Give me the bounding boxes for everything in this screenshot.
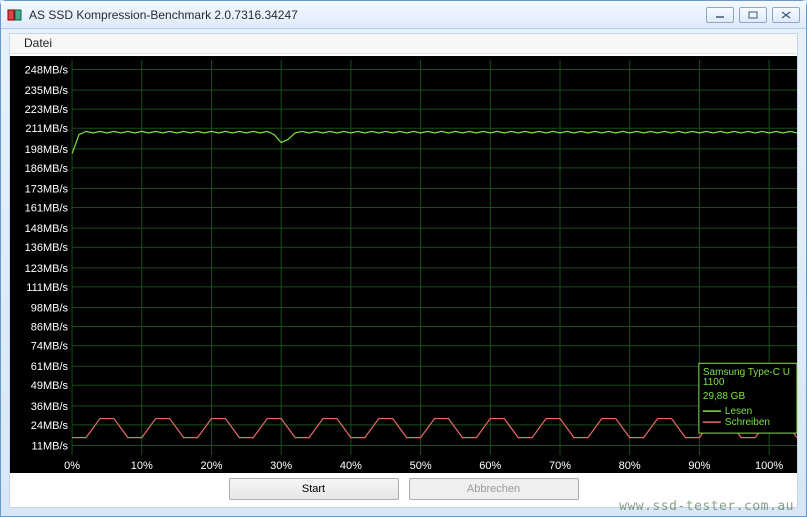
svg-text:90%: 90% bbox=[688, 460, 710, 472]
client-area: Datei 248MB/s 235MB/s 223MB/s 211MB/s 198MB/… bbox=[9, 33, 798, 508]
svg-text:1100: 1100 bbox=[703, 377, 725, 388]
svg-text:24MB/s: 24MB/s bbox=[31, 420, 69, 432]
svg-text:248MB/s: 248MB/s bbox=[25, 65, 69, 77]
svg-text:161MB/s: 161MB/s bbox=[25, 203, 69, 215]
svg-text:98MB/s: 98MB/s bbox=[31, 303, 69, 315]
svg-text:211MB/s: 211MB/s bbox=[25, 123, 68, 135]
close-button[interactable] bbox=[772, 7, 800, 23]
svg-text:11MB/s: 11MB/s bbox=[32, 441, 69, 453]
svg-text:198MB/s: 198MB/s bbox=[25, 144, 69, 156]
svg-text:86MB/s: 86MB/s bbox=[31, 322, 69, 334]
svg-text:148MB/s: 148MB/s bbox=[25, 223, 69, 235]
svg-text:10%: 10% bbox=[131, 460, 153, 472]
button-row: Start Abbrechen bbox=[10, 475, 797, 503]
svg-text:100%: 100% bbox=[755, 460, 783, 472]
menubar: Datei bbox=[10, 34, 797, 54]
svg-text:Schreiben: Schreiben bbox=[725, 417, 770, 428]
svg-text:49MB/s: 49MB/s bbox=[31, 380, 69, 392]
svg-text:20%: 20% bbox=[200, 460, 222, 472]
svg-text:235MB/s: 235MB/s bbox=[25, 85, 69, 97]
svg-text:50%: 50% bbox=[410, 460, 432, 472]
svg-text:111MB/s: 111MB/s bbox=[26, 282, 68, 294]
svg-text:136MB/s: 136MB/s bbox=[25, 242, 69, 254]
app-icon bbox=[7, 7, 23, 23]
window-title: AS SSD Kompression-Benchmark 2.0.7316.34… bbox=[29, 8, 706, 22]
minimize-button[interactable] bbox=[706, 7, 734, 23]
svg-text:74MB/s: 74MB/s bbox=[31, 341, 69, 353]
svg-text:70%: 70% bbox=[549, 460, 571, 472]
svg-text:29,88 GB: 29,88 GB bbox=[703, 391, 746, 402]
compression-chart: 248MB/s 235MB/s 223MB/s 211MB/s 198MB/s 186MB… bbox=[10, 56, 797, 473]
chart-svg: 248MB/s 235MB/s 223MB/s 211MB/s 198MB/s 186MB… bbox=[10, 56, 797, 473]
menu-file[interactable]: Datei bbox=[18, 35, 58, 51]
start-button[interactable]: Start bbox=[229, 478, 399, 500]
svg-text:30%: 30% bbox=[270, 460, 292, 472]
svg-text:0%: 0% bbox=[64, 460, 80, 472]
svg-text:40%: 40% bbox=[340, 460, 362, 472]
svg-text:123MB/s: 123MB/s bbox=[25, 263, 69, 275]
maximize-button[interactable] bbox=[739, 7, 767, 23]
svg-text:Lesen: Lesen bbox=[725, 406, 752, 417]
svg-text:36MB/s: 36MB/s bbox=[31, 401, 69, 413]
svg-text:60%: 60% bbox=[479, 460, 501, 472]
svg-text:173MB/s: 173MB/s bbox=[25, 184, 69, 196]
svg-text:61MB/s: 61MB/s bbox=[31, 361, 69, 373]
titlebar: AS SSD Kompression-Benchmark 2.0.7316.34… bbox=[1, 1, 806, 29]
svg-text:223MB/s: 223MB/s bbox=[25, 104, 69, 116]
app-window: AS SSD Kompression-Benchmark 2.0.7316.34… bbox=[0, 0, 807, 517]
svg-text:80%: 80% bbox=[619, 460, 641, 472]
abort-button: Abbrechen bbox=[409, 478, 579, 500]
window-buttons bbox=[706, 7, 800, 23]
svg-text:186MB/s: 186MB/s bbox=[25, 163, 69, 175]
